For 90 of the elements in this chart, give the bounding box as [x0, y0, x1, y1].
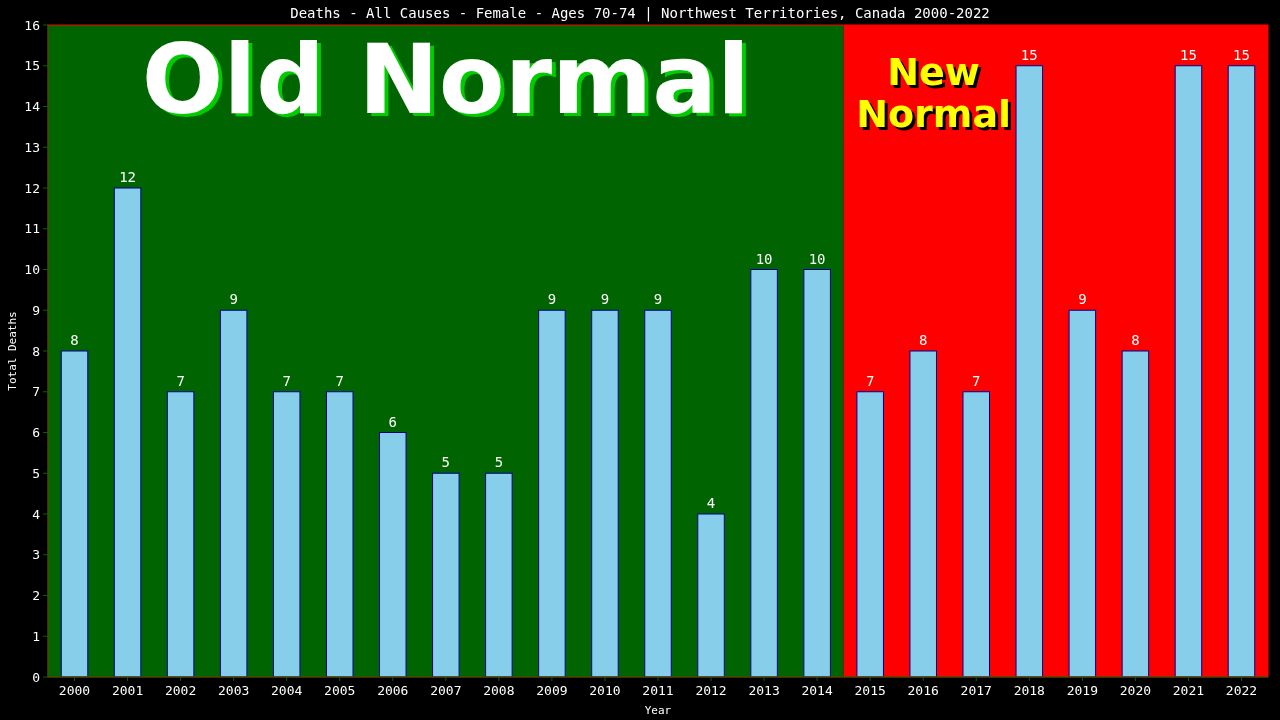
- y-tick-label: 14: [24, 99, 41, 115]
- data-label: 15: [1020, 46, 1038, 63]
- data-label: 10: [755, 250, 773, 267]
- data-label: 9: [229, 291, 238, 308]
- data-label: 7: [335, 372, 344, 389]
- y-tick-label: 16: [24, 17, 40, 33]
- x-tick-label: 2015: [854, 683, 886, 698]
- x-tick-label: 2004: [271, 683, 303, 698]
- data-label: 15: [1233, 46, 1250, 63]
- bar: [803, 269, 831, 678]
- y-tick-label: 10: [24, 262, 40, 278]
- y-tick-label: 0: [32, 669, 40, 685]
- y-tick-label: 4: [32, 506, 41, 522]
- bar: [962, 391, 991, 678]
- x-axis-title: Year: [644, 704, 672, 717]
- bar: [591, 309, 619, 678]
- x-tick-label: 2019: [1066, 683, 1098, 698]
- y-tick-label: 11: [24, 221, 40, 237]
- data-label: 12: [119, 169, 136, 185]
- data-label: 15: [1180, 46, 1197, 63]
- x-tick-label: 2022: [1225, 683, 1258, 698]
- y-tick-label: 8: [32, 343, 40, 359]
- bar: [909, 350, 937, 678]
- data-label: 9: [1078, 291, 1087, 308]
- data-label: 10: [808, 250, 826, 267]
- x-tick-label: 2007: [430, 683, 462, 698]
- bar: [1015, 65, 1044, 678]
- bar: [485, 472, 513, 678]
- x-tick-label: 2003: [218, 683, 250, 698]
- data-label: 9: [547, 291, 557, 308]
- data-label: 7: [865, 372, 875, 389]
- x-tick-label: 2005: [324, 683, 356, 698]
- data-label: 9: [600, 291, 610, 308]
- bar: [697, 513, 725, 678]
- x-tick-label: 2002: [164, 683, 197, 698]
- data-label: 9: [653, 291, 663, 308]
- x-tick-label: 2010: [589, 683, 621, 698]
- x-tick-label: 2000: [58, 683, 91, 698]
- y-tick-label: 1: [32, 628, 40, 644]
- x-tick-label: 2018: [1013, 683, 1045, 698]
- x-tick-label: 2021: [1172, 683, 1205, 698]
- x-tick-label: 2001: [111, 683, 144, 698]
- bar: [432, 472, 460, 678]
- x-tick-label: 2012: [695, 683, 727, 698]
- y-tick-label: 6: [32, 425, 40, 441]
- bar: [750, 269, 778, 678]
- bar: [1068, 309, 1097, 678]
- chart-title: Deaths - All Causes - Female - Ages 70-74 | Northwest Territories, Canada 2000-2022: [290, 5, 990, 22]
- data-label: 6: [388, 413, 397, 430]
- x-tick-label: 2011: [642, 683, 674, 698]
- x-tick-label: 2014: [801, 683, 833, 698]
- bar: [1227, 65, 1256, 678]
- bar: [166, 391, 195, 678]
- data-label: 5: [441, 454, 451, 471]
- bar: [60, 350, 89, 678]
- bar: [379, 432, 407, 678]
- bar: [325, 391, 354, 678]
- data-label: 5: [494, 454, 504, 471]
- x-tick-label: 2020: [1119, 683, 1152, 698]
- bar: [644, 309, 672, 678]
- x-tick-label: 2016: [907, 683, 939, 698]
- y-tick-label: 13: [24, 139, 40, 155]
- y-tick-label: 12: [24, 180, 40, 196]
- x-tick-label: 2013: [748, 683, 780, 698]
- data-label: 8: [1131, 332, 1140, 348]
- band-label: New Normal: [856, 50, 1012, 136]
- y-tick-label: 3: [32, 547, 40, 563]
- bar: [113, 187, 142, 678]
- x-tick-label: 2006: [377, 683, 409, 698]
- data-label: 8: [70, 332, 79, 348]
- y-tick-label: 9: [32, 302, 40, 318]
- y-tick-label: 5: [32, 465, 40, 481]
- data-label: 4: [706, 495, 716, 511]
- data-label: 7: [176, 372, 185, 389]
- y-tick-label: 2: [32, 588, 40, 604]
- bar: [1121, 350, 1150, 678]
- y-tick-label: 15: [24, 58, 40, 74]
- x-tick-label: 2008: [483, 683, 515, 698]
- y-tick-label: 7: [32, 384, 40, 400]
- bar: [1174, 65, 1203, 678]
- bar: [856, 391, 884, 678]
- bar: [272, 391, 301, 678]
- x-tick-label: 2009: [536, 683, 568, 698]
- data-label: 8: [919, 332, 928, 348]
- bar: [219, 309, 248, 678]
- x-tick-label: 2017: [960, 683, 992, 698]
- data-label: 7: [282, 372, 291, 389]
- data-label: 7: [972, 372, 981, 389]
- bar: [538, 309, 566, 678]
- y-axis-title: Total Deaths: [6, 311, 19, 391]
